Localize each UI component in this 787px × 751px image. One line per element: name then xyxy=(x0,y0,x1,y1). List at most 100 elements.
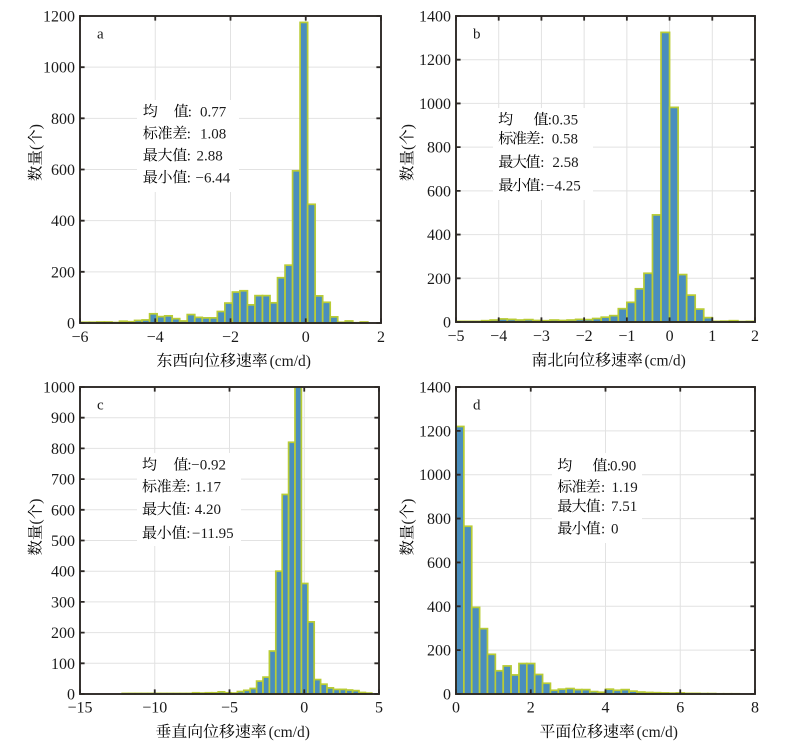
svg-text:0.58: 0.58 xyxy=(552,132,578,148)
svg-text:−0.92: −0.92 xyxy=(191,458,226,474)
svg-text:100: 100 xyxy=(51,656,75,673)
svg-text::: : xyxy=(540,178,544,194)
svg-text::: : xyxy=(187,458,191,474)
svg-text:600: 600 xyxy=(427,555,451,572)
svg-text:−1: −1 xyxy=(618,328,635,345)
svg-text::: : xyxy=(540,132,544,148)
svg-text:200: 200 xyxy=(427,271,451,288)
svg-text:1.08: 1.08 xyxy=(200,126,226,142)
svg-text:200: 200 xyxy=(427,643,451,660)
svg-text:−6: −6 xyxy=(71,329,88,346)
svg-text:−10: −10 xyxy=(142,700,167,717)
svg-text:(: ( xyxy=(399,145,416,150)
svg-text:600: 600 xyxy=(51,502,75,519)
svg-text:300: 300 xyxy=(51,594,75,611)
svg-text:): ) xyxy=(28,124,45,129)
svg-text:1.19: 1.19 xyxy=(612,480,638,496)
svg-text:): ) xyxy=(28,498,45,503)
svg-text:800: 800 xyxy=(51,441,75,458)
svg-text::: : xyxy=(186,480,190,496)
svg-text:2: 2 xyxy=(751,328,759,345)
svg-text:600: 600 xyxy=(427,183,451,200)
svg-text:2.88: 2.88 xyxy=(197,148,223,164)
svg-text:−4: −4 xyxy=(147,329,164,346)
svg-text:0.90: 0.90 xyxy=(610,459,636,475)
svg-text:(cm/d): (cm/d) xyxy=(645,353,686,370)
svg-text:1000: 1000 xyxy=(43,60,75,77)
svg-text:1: 1 xyxy=(708,328,716,345)
svg-text::: : xyxy=(601,480,605,496)
svg-text:1200: 1200 xyxy=(419,423,451,440)
svg-text:d: d xyxy=(473,398,481,414)
svg-text:0: 0 xyxy=(443,687,451,704)
svg-text:7.51: 7.51 xyxy=(611,499,637,515)
svg-text:1000: 1000 xyxy=(419,467,451,484)
svg-text:0: 0 xyxy=(67,316,75,333)
svg-text:400: 400 xyxy=(51,564,75,581)
svg-text:1.17: 1.17 xyxy=(195,480,222,496)
svg-text:−2: −2 xyxy=(222,329,239,346)
svg-text:500: 500 xyxy=(51,533,75,550)
svg-text:(cm/d): (cm/d) xyxy=(269,724,310,741)
svg-text:(: ( xyxy=(28,519,45,524)
svg-text:1000: 1000 xyxy=(43,380,75,397)
svg-text:(: ( xyxy=(399,519,416,524)
svg-text:4: 4 xyxy=(602,700,610,717)
svg-text:400: 400 xyxy=(51,213,75,230)
svg-text:4.20: 4.20 xyxy=(195,502,221,518)
svg-text:1200: 1200 xyxy=(43,9,75,26)
svg-text:2: 2 xyxy=(527,700,535,717)
svg-text:0: 0 xyxy=(611,522,619,538)
svg-text:−11.95: −11.95 xyxy=(192,526,234,542)
svg-text::: : xyxy=(601,522,605,538)
svg-text:−6.44: −6.44 xyxy=(196,170,231,186)
svg-text:400: 400 xyxy=(427,599,451,616)
svg-text:1400: 1400 xyxy=(419,9,451,26)
svg-text:900: 900 xyxy=(51,410,75,427)
svg-text::: : xyxy=(187,148,191,164)
svg-text:−3: −3 xyxy=(533,328,550,345)
svg-text:5: 5 xyxy=(375,700,383,717)
svg-text::: : xyxy=(186,502,190,518)
svg-text::: : xyxy=(187,170,191,186)
svg-text:0.35: 0.35 xyxy=(552,112,578,128)
svg-text::: : xyxy=(186,526,190,542)
svg-text:−4.25: −4.25 xyxy=(546,178,581,194)
svg-text:a: a xyxy=(97,27,104,43)
svg-text:(cm/d): (cm/d) xyxy=(270,353,311,370)
svg-text:0: 0 xyxy=(67,687,75,704)
svg-text::: : xyxy=(607,459,611,475)
svg-text:1200: 1200 xyxy=(419,52,451,69)
svg-text:0: 0 xyxy=(666,328,674,345)
svg-text:600: 600 xyxy=(51,162,75,179)
svg-text:6: 6 xyxy=(676,700,684,717)
svg-text:−2: −2 xyxy=(576,328,593,345)
svg-text::: : xyxy=(548,112,552,128)
svg-text:1400: 1400 xyxy=(419,380,451,397)
svg-text:400: 400 xyxy=(427,227,451,244)
svg-text:b: b xyxy=(473,27,481,43)
svg-text:−5: −5 xyxy=(447,328,464,345)
svg-text:): ) xyxy=(399,498,416,503)
svg-text:(cm/d): (cm/d) xyxy=(637,724,678,741)
svg-text:0: 0 xyxy=(302,329,310,346)
svg-text:−15: −15 xyxy=(67,700,92,717)
svg-text:2.58: 2.58 xyxy=(552,155,578,171)
svg-text:): ) xyxy=(399,124,416,129)
svg-text:0: 0 xyxy=(443,315,451,332)
svg-text::: : xyxy=(601,499,605,515)
svg-text:200: 200 xyxy=(51,625,75,642)
svg-text:c: c xyxy=(97,398,104,414)
svg-text:(: ( xyxy=(28,145,45,150)
svg-text:800: 800 xyxy=(427,511,451,528)
svg-text:800: 800 xyxy=(427,140,451,157)
svg-text:2: 2 xyxy=(377,329,385,346)
svg-text:0.77: 0.77 xyxy=(200,104,227,120)
svg-text:1000: 1000 xyxy=(419,96,451,113)
svg-text:200: 200 xyxy=(51,264,75,281)
svg-text::: : xyxy=(188,104,192,120)
svg-text:700: 700 xyxy=(51,472,75,489)
svg-text:800: 800 xyxy=(51,111,75,128)
svg-text:−5: −5 xyxy=(221,700,238,717)
svg-text:−4: −4 xyxy=(490,328,507,345)
